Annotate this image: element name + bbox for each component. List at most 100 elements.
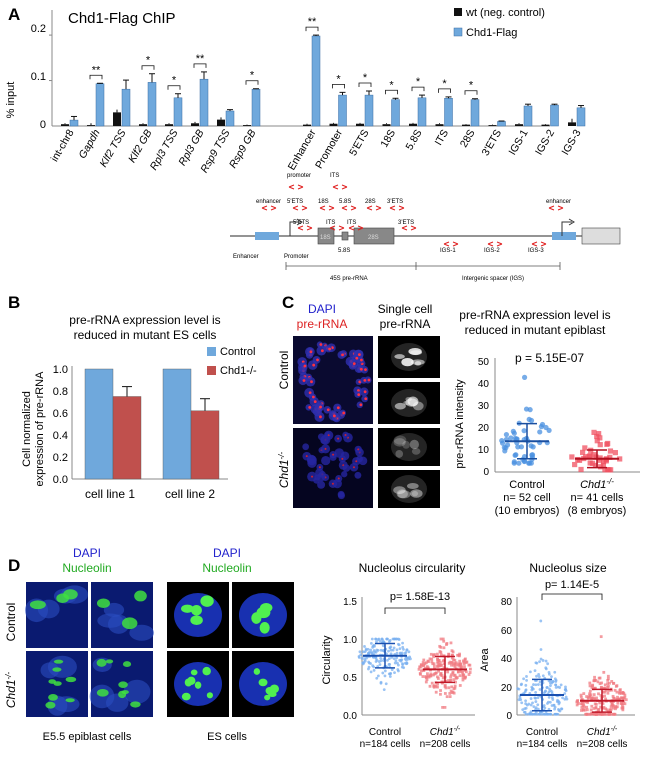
data-point	[387, 657, 391, 661]
data-point	[623, 695, 627, 699]
data-point	[432, 653, 435, 657]
data-point	[421, 661, 425, 665]
data-point	[524, 706, 528, 710]
data-point	[521, 374, 528, 380]
data-point	[529, 452, 536, 458]
data-point	[530, 444, 536, 450]
bar-wt	[61, 124, 69, 126]
data-point	[444, 686, 448, 690]
data-point	[442, 666, 446, 670]
panel-b-title-1: pre-rRNA expression level is	[69, 313, 220, 327]
data-point	[617, 456, 623, 462]
rrna-dot	[357, 393, 361, 396]
rrna-dot	[312, 363, 316, 367]
data-point	[592, 462, 599, 468]
primer-arrow	[341, 205, 348, 211]
data-point	[517, 698, 521, 702]
data-point	[524, 688, 528, 692]
primer-arrow	[410, 225, 417, 231]
data-point	[595, 696, 598, 700]
data-point	[563, 697, 567, 701]
data-point	[439, 637, 443, 641]
nucleus-dot	[341, 471, 348, 478]
data-point	[558, 709, 562, 713]
nucleolin-signal	[56, 593, 69, 604]
data-point	[593, 702, 597, 706]
data-point	[389, 648, 393, 652]
primer-arrow	[398, 205, 405, 211]
data-point	[544, 666, 548, 670]
data-point	[606, 709, 610, 713]
svg-text:Control: Control	[509, 479, 544, 491]
data-point	[395, 651, 399, 655]
data-point	[598, 682, 602, 686]
panel-d-caption-1: E5.5 epiblast cells	[43, 731, 132, 743]
data-point	[426, 672, 429, 676]
data-point	[610, 703, 614, 706]
data-point	[576, 699, 580, 702]
data-point	[377, 637, 381, 641]
data-point	[431, 662, 435, 666]
bar-flag	[444, 98, 453, 127]
data-point	[531, 687, 535, 691]
rrna-dot	[341, 457, 344, 460]
bar-wt	[139, 124, 147, 126]
data-point	[502, 448, 508, 454]
rrna-signal	[393, 435, 407, 445]
svg-text:18S: 18S	[320, 235, 331, 241]
bar-wt	[303, 124, 311, 126]
panel-c-row-mutant: Chd1-/-	[277, 452, 291, 489]
sig-bracket	[385, 89, 398, 95]
svg-text:0.5: 0.5	[343, 673, 357, 684]
data-point	[521, 428, 527, 434]
nucleolin-signal	[48, 694, 58, 701]
data-point	[452, 662, 456, 665]
panel-b-ylabel-2: expression of pre-rRNA	[34, 371, 46, 487]
data-point	[461, 671, 465, 674]
data-point	[597, 442, 603, 448]
svg-text:(8 embryos): (8 embryos)	[568, 505, 627, 517]
data-point	[425, 665, 429, 668]
data-point	[605, 708, 609, 712]
rrna-signal	[401, 357, 414, 367]
sig-bracket	[305, 26, 319, 32]
data-point	[449, 689, 453, 693]
sig-bracket	[193, 63, 207, 68]
data-point	[508, 435, 514, 441]
data-point	[527, 407, 533, 413]
svg-text:DAPI: DAPI	[213, 546, 241, 560]
data-point	[615, 684, 619, 688]
bar-wt	[243, 125, 251, 126]
data-point	[391, 648, 395, 652]
svg-text:n=184 cells: n=184 cells	[517, 739, 568, 750]
data-point	[375, 640, 378, 644]
data-point	[446, 670, 450, 674]
rrna-signal	[402, 440, 410, 449]
svg-text:0.8: 0.8	[53, 386, 68, 398]
primer-arrow	[443, 241, 450, 247]
data-point	[468, 671, 472, 674]
tss-arrow	[289, 221, 300, 236]
data-point	[430, 681, 434, 685]
data-point	[428, 657, 432, 661]
sig-star: *	[250, 70, 255, 82]
data-point	[430, 657, 434, 661]
data-point	[390, 656, 394, 659]
data-point	[361, 650, 365, 654]
data-point	[450, 663, 453, 667]
sig-star: **	[92, 64, 101, 76]
data-point	[417, 667, 421, 671]
data-point	[551, 698, 555, 701]
bar-wt	[541, 124, 550, 126]
data-point	[536, 696, 540, 700]
diag-row2: 3'ETS	[387, 199, 403, 205]
data-point	[538, 688, 542, 691]
rrna-signal	[394, 402, 406, 410]
data-point	[446, 679, 450, 683]
data-point	[606, 712, 610, 716]
svg-text:IGS-1: IGS-1	[440, 248, 456, 254]
data-point	[393, 671, 396, 675]
a-xtick-label: Klf2 GB	[126, 128, 154, 165]
data-point	[541, 659, 545, 662]
data-point	[422, 658, 426, 662]
